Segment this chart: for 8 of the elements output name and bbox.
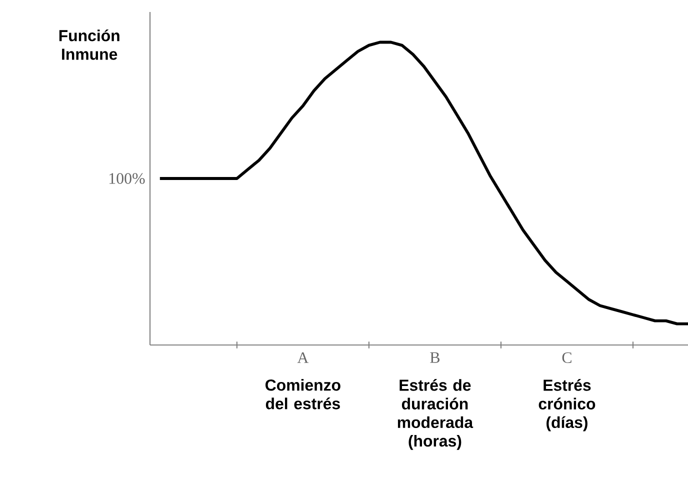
- y-axis-title: Función Inmune: [59, 29, 120, 60]
- text: Estrés crónico (días): [538, 379, 596, 432]
- text: Comienzo del estrés: [265, 379, 340, 410]
- text: 100%: [110, 173, 145, 184]
- x-tick-label: A: [297, 352, 309, 363]
- text: Estrés de duración moderada (horas): [398, 379, 474, 450]
- x-tick-label: B: [430, 352, 440, 363]
- x-tick-label: C: [562, 352, 572, 364]
